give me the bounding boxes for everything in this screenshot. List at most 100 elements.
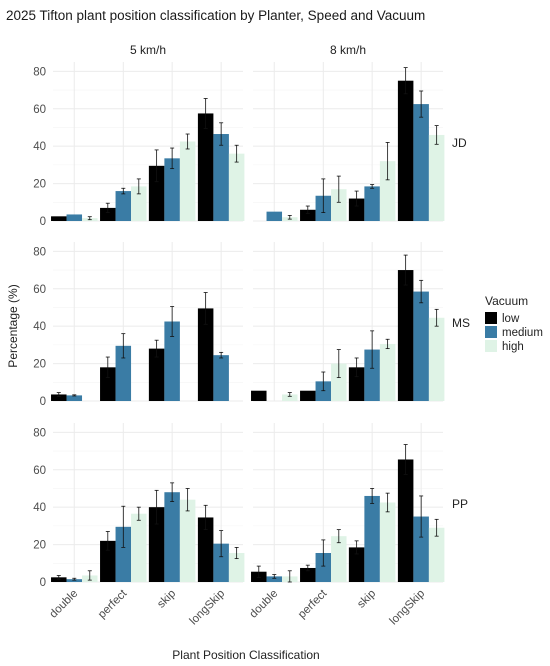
y-tick-label: 40 [33, 321, 46, 333]
bar [331, 536, 347, 582]
bar [379, 161, 396, 221]
bar [348, 367, 365, 401]
bar [300, 567, 316, 582]
bar [51, 216, 67, 221]
y-tick-label: 60 [33, 104, 46, 116]
bar [197, 308, 214, 401]
bar [197, 517, 214, 582]
y-tick-label: 0 [40, 396, 46, 408]
strip-label-row: PP [452, 497, 468, 511]
y-tick-label: 60 [33, 284, 46, 296]
bar [428, 527, 445, 582]
x-axis-label: Plant Position Classification [172, 648, 319, 662]
x-tick-label: skip [155, 588, 178, 611]
bar [428, 317, 445, 401]
bar [379, 502, 396, 582]
bar [179, 141, 196, 221]
bar [315, 553, 332, 582]
bar [66, 395, 83, 401]
bar [266, 576, 283, 582]
x-tick-label: perfect [96, 587, 130, 621]
y-tick-label: 40 [33, 502, 46, 514]
y-tick-label: 0 [40, 577, 46, 589]
bar [115, 345, 132, 401]
bar [213, 543, 229, 582]
bar [51, 577, 67, 582]
bar [100, 540, 116, 582]
legend-key-medium [485, 326, 497, 338]
bar [148, 507, 165, 582]
bar [413, 104, 429, 221]
legend-key-high [485, 340, 497, 352]
bar [364, 349, 380, 401]
legend-label-low: low [502, 313, 520, 325]
bar [266, 211, 283, 221]
bar [51, 394, 67, 401]
bar [348, 198, 365, 221]
bar [197, 113, 214, 221]
bar [364, 186, 380, 221]
legend-label-high: high [502, 341, 524, 353]
y-tick-label: 20 [33, 359, 46, 371]
y-axis-label: Percentage (%) [6, 284, 20, 367]
bar [413, 516, 429, 582]
facet-panel [51, 242, 243, 402]
y-tick-label: 80 [33, 246, 46, 258]
bar [100, 207, 116, 221]
facet-panel [251, 423, 445, 583]
bar [148, 165, 165, 221]
plot-layer: 5 km/h 8 km/h JD MS PP 0 20 40 60 80 0 20 40 60 80 0 20 4… [33, 43, 470, 627]
facet-panel [51, 62, 245, 222]
y-tick-label: 40 [33, 141, 46, 153]
bar [397, 270, 414, 401]
bar [179, 499, 196, 582]
bar [397, 459, 414, 582]
strip-label-col: 8 km/h [330, 43, 366, 57]
y-tick-label: 60 [33, 465, 46, 477]
bar [300, 390, 316, 401]
bar [115, 191, 132, 221]
facet-panel [253, 62, 445, 222]
legend-label-medium: medium [502, 327, 543, 339]
facet-panel [51, 423, 245, 583]
bar [364, 495, 380, 582]
y-tick-label: 80 [33, 66, 46, 78]
x-tick-label: skip [355, 588, 378, 611]
x-tick-label: longSkip [388, 588, 428, 628]
bar [282, 394, 298, 401]
x-tick-label: double [247, 588, 280, 621]
bar [428, 134, 445, 221]
y-tick-label: 20 [33, 179, 46, 191]
bar [228, 553, 245, 582]
strip-label-col: 5 km/h [130, 43, 166, 57]
bar [213, 355, 229, 401]
bar [164, 321, 180, 401]
chart-title: 2025 Tifton plant position classificatio… [6, 8, 425, 23]
bar [66, 579, 83, 582]
legend-key-low [485, 312, 497, 324]
bar [348, 547, 365, 582]
facet-panel [251, 242, 445, 402]
bar [164, 158, 180, 221]
bar [164, 492, 180, 582]
bar [148, 348, 165, 401]
legend: Vacuum low medium high [485, 294, 543, 353]
bar [100, 367, 116, 401]
legend-title: Vacuum [485, 294, 528, 308]
bar [315, 381, 332, 401]
bar [228, 153, 245, 221]
bar [331, 189, 347, 221]
bar [213, 134, 229, 221]
y-tick-label: 80 [33, 427, 46, 439]
bar [131, 186, 147, 221]
bar [379, 343, 396, 401]
x-tick-label: longSkip [188, 588, 228, 628]
bar [66, 214, 83, 221]
y-tick-label: 20 [33, 540, 46, 552]
bar [300, 209, 316, 221]
x-tick-label: perfect [296, 587, 330, 621]
bar [115, 526, 132, 582]
bar [251, 390, 267, 401]
strip-label-row: MS [452, 316, 470, 330]
